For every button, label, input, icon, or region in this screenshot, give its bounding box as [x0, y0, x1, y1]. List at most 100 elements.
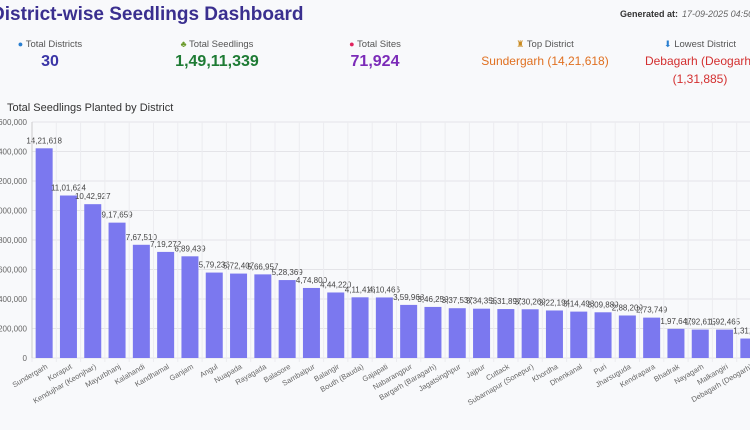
- stat-label-row: ● Total Sites: [300, 39, 450, 50]
- data-label: 3,22,194: [539, 298, 571, 307]
- y-tick-label: 1,200,000: [0, 177, 28, 186]
- data-label: 3,46,259: [417, 295, 449, 304]
- page-title: District-wise Seedlings Dashboard: [0, 4, 304, 25]
- bar[interactable]: [108, 222, 126, 358]
- data-label: 3,37,537: [442, 296, 474, 305]
- y-tick-label: 1,000,000: [0, 207, 28, 216]
- y-tick-label: 600,000: [0, 266, 28, 275]
- stat-value: Debagarh (Deogarh) (1,31,885): [644, 54, 750, 86]
- bar[interactable]: [497, 309, 515, 358]
- stat-value: 30: [41, 53, 59, 70]
- stat-card: ♣ Total Seedlings 1,49,11,339: [142, 39, 292, 71]
- bar[interactable]: [643, 317, 661, 358]
- bar[interactable]: [375, 297, 393, 358]
- data-label: 4,10,466: [369, 285, 401, 294]
- data-label: 4,11,416: [345, 285, 376, 294]
- bar[interactable]: [691, 329, 709, 358]
- bar[interactable]: [618, 315, 636, 358]
- data-label: 1,97,647: [660, 317, 692, 326]
- bar[interactable]: [473, 308, 491, 358]
- stat-label: Total Sites: [357, 39, 401, 50]
- stat-value: 71,924: [350, 53, 400, 70]
- data-label: 4,44,220: [320, 280, 352, 289]
- data-label: 7,67,510: [126, 233, 158, 242]
- data-label: 5,72,407: [223, 262, 255, 271]
- data-label: 6,89,439: [174, 244, 206, 253]
- data-label: 14,21,618: [26, 136, 62, 145]
- stat-label: Top District: [526, 39, 574, 50]
- bar[interactable]: [327, 292, 345, 358]
- trophy-icon: ♜: [516, 39, 525, 49]
- generated-at: Generated at:17-09-2025 04:50 PM: [620, 9, 750, 19]
- y-tick-label: 800,000: [0, 236, 28, 245]
- bar[interactable]: [84, 204, 102, 358]
- stat-card: ● Total Districts 30: [0, 39, 125, 71]
- stat-card: ● Total Sites 71,924: [300, 39, 450, 71]
- down-arrow-icon: ⬇: [664, 39, 672, 49]
- stat-label: Lowest District: [674, 39, 736, 50]
- bar[interactable]: [545, 310, 563, 358]
- pin-icon: ●: [349, 39, 355, 49]
- bar[interactable]: [132, 244, 150, 358]
- data-label: 1,92,465: [709, 318, 741, 327]
- seedling-icon: ♣: [180, 39, 187, 49]
- bar[interactable]: [521, 309, 539, 358]
- data-label: 10,42,927: [75, 192, 111, 201]
- bar[interactable]: [351, 297, 369, 358]
- stat-card: ♜ Top District Sundergarh (14,21,618): [470, 39, 620, 70]
- bar[interactable]: [302, 287, 320, 358]
- y-tick-label: 1,400,000: [0, 148, 28, 157]
- data-label: 2,88,209: [612, 303, 644, 312]
- data-label: 5,28,369: [272, 268, 304, 277]
- stat-value: 1,49,11,339: [175, 53, 259, 70]
- generated-value: 17-09-2025 04:50 PM: [682, 9, 750, 19]
- bar[interactable]: [716, 329, 734, 358]
- stat-card: ⬇ Lowest District Debagarh (Deogarh) (1,3…: [625, 39, 750, 88]
- x-tick-label: Sundergarh: [11, 362, 49, 389]
- bar[interactable]: [667, 328, 685, 358]
- bar[interactable]: [157, 251, 175, 358]
- bar[interactable]: [35, 148, 53, 358]
- data-label: 3,14,493: [563, 300, 595, 309]
- data-label: 5,66,957: [247, 262, 279, 271]
- data-label: 3,34,355: [466, 297, 498, 306]
- data-label: 2,73,749: [636, 306, 668, 315]
- x-tick-label: Ganjam: [168, 362, 195, 383]
- stat-label-row: ♣ Total Seedlings: [142, 39, 292, 50]
- bar[interactable]: [448, 308, 466, 358]
- data-label: 1,92,615: [685, 318, 717, 327]
- data-label: 5,79,236: [199, 261, 231, 270]
- data-label: 3,59,968: [393, 293, 425, 302]
- data-label: 11,01,624: [51, 184, 87, 193]
- data-label: 7,19,272: [150, 240, 182, 249]
- stat-label: Total Districts: [25, 39, 83, 50]
- y-tick-label: 1,600,000: [0, 118, 28, 127]
- bar[interactable]: [254, 274, 272, 358]
- bar[interactable]: [594, 312, 612, 358]
- bar[interactable]: [181, 256, 199, 358]
- bar[interactable]: [205, 272, 223, 358]
- stat-label: Total Seedlings: [188, 39, 254, 50]
- bar[interactable]: [424, 306, 442, 358]
- stat-label-row: ♜ Top District: [470, 39, 620, 50]
- bar[interactable]: [740, 338, 750, 358]
- data-label: 1,31,885: [733, 327, 750, 336]
- globe-icon: ●: [17, 39, 24, 49]
- stat-label-row: ● Total Districts: [0, 39, 125, 50]
- data-label: 3,31,897: [490, 297, 522, 306]
- data-label: 9,17,659: [101, 211, 133, 220]
- y-tick-label: 200,000: [0, 325, 28, 334]
- bar[interactable]: [230, 273, 248, 358]
- data-label: 4,74,800: [296, 276, 328, 285]
- bar[interactable]: [278, 280, 296, 358]
- stat-label-row: ⬇ Lowest District: [625, 39, 750, 50]
- bar[interactable]: [59, 195, 77, 358]
- x-tick-label: Jajpur: [464, 362, 487, 380]
- bar[interactable]: [400, 304, 418, 358]
- y-tick-label: 0: [23, 354, 28, 363]
- data-label: 3,09,889: [587, 300, 619, 309]
- data-label: 3,30,269: [515, 297, 547, 306]
- y-tick-label: 400,000: [0, 295, 28, 304]
- bar[interactable]: [570, 311, 588, 358]
